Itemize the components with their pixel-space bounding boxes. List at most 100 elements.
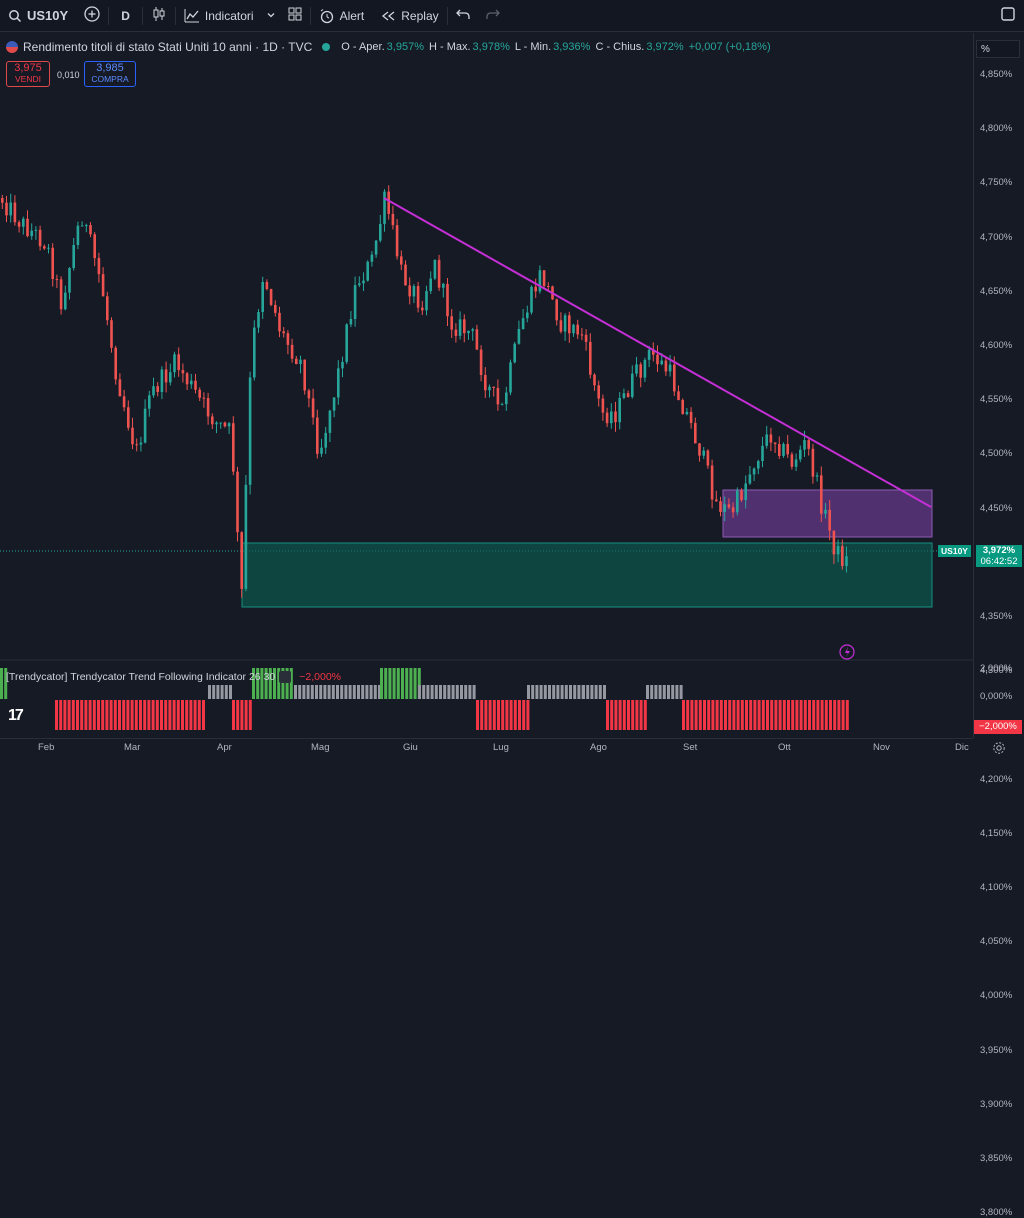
candle-body (601, 398, 605, 413)
indicator-title: [Trendycator] Trendycator Trend Followin… (6, 671, 276, 683)
indicator-legend[interactable]: [Trendycator] Trendycator Trend Followin… (6, 671, 341, 683)
chart-pane[interactable] (0, 33, 973, 738)
candle-body (769, 434, 773, 443)
time-axis[interactable]: Feb Mar Apr Mag Giu Lug Ago Set Ott Nov Dic (0, 738, 1005, 757)
candle-body (807, 440, 810, 449)
sell-button[interactable]: 3,975 VENDI (6, 61, 50, 87)
indicator-bar (164, 700, 168, 730)
candle-body (500, 404, 504, 406)
indicator-bar (139, 700, 142, 730)
support-zone (241, 542, 933, 608)
indicator-settings-icon[interactable] (279, 671, 292, 683)
scale-mode-button[interactable]: % (976, 40, 1020, 58)
symbol-search[interactable]: US10Y (0, 0, 76, 32)
indicator-bar (277, 668, 281, 699)
symbol-name: US10Y (27, 8, 69, 23)
indicators-dropdown[interactable] (262, 0, 280, 32)
low-value: 3,936% (553, 41, 591, 53)
separator (108, 6, 110, 25)
timeframe-button[interactable]: D (109, 0, 142, 32)
time-tick-label: Mag (311, 742, 330, 753)
indicator-bar (639, 700, 643, 730)
chevron-down-icon (266, 9, 276, 23)
indicator-bar (590, 685, 594, 699)
indicator-bar (155, 700, 159, 730)
time-tick-label: Feb (38, 742, 55, 753)
indicator-bar (264, 668, 268, 699)
candle-body (345, 324, 348, 362)
indicator-bar (285, 668, 289, 699)
market-status-icon (322, 43, 331, 51)
indicator-bar (88, 700, 92, 730)
candle-body (702, 450, 705, 456)
indicator-bar (745, 700, 748, 730)
candle-body (64, 292, 67, 310)
candle-body (366, 261, 369, 281)
buy-label: COMPRA (91, 74, 129, 84)
settings-gear-icon[interactable] (992, 741, 1006, 758)
candle-body (832, 530, 836, 555)
indicator-bar (586, 685, 590, 699)
price-axis[interactable]: 4,850% 4,800% 4,750% 4,700% 4,650% 4,600% 4,55… (973, 33, 1024, 1218)
candle-body (122, 396, 126, 408)
price-tick-label: 4,500% (980, 448, 1013, 460)
chart-legend: Rendimento titoli di stato Stati Uniti 1… (6, 40, 771, 54)
indicator-bar (168, 700, 172, 730)
candle-body (530, 286, 533, 313)
indicator-bar (373, 685, 377, 699)
candle-body (715, 499, 718, 502)
separator (141, 6, 143, 25)
indicator-bar (361, 685, 365, 699)
tradingview-logo[interactable]: 17 (8, 707, 24, 724)
add-symbol-button[interactable] (76, 0, 108, 32)
undo-button[interactable] (448, 0, 478, 32)
indicator-bar (181, 700, 184, 730)
indicators-label: Indicatori (204, 8, 254, 23)
candle-body (22, 218, 25, 227)
price-tick-label: 4,650% (980, 285, 1013, 297)
lightning-icon[interactable] (839, 644, 855, 660)
indicator-bar (484, 700, 488, 730)
indicator-bar (417, 668, 421, 699)
indicator-bar (464, 685, 468, 699)
price-tick-label: 4,750% (980, 177, 1013, 189)
candle-body (299, 359, 302, 364)
candle-body (429, 278, 432, 292)
candle-body (286, 333, 290, 345)
candle-body (433, 259, 437, 279)
indicator-bar (527, 685, 530, 699)
candle-body (467, 330, 470, 334)
candle-body (744, 483, 747, 501)
candle-body (156, 386, 159, 393)
indicator-bar (105, 700, 109, 730)
indicator-bar (268, 668, 272, 699)
candle-body (51, 247, 54, 280)
fullscreen-button[interactable] (992, 0, 1024, 32)
layouts-button[interactable] (280, 0, 310, 32)
candle-body (450, 316, 453, 330)
indicator-bar (703, 700, 706, 730)
indicator-bar (841, 700, 845, 730)
candle-body (261, 282, 264, 313)
indicator-bar (220, 685, 224, 699)
candle-body (337, 368, 340, 398)
indicator-bar (753, 700, 757, 730)
redo-button[interactable] (478, 0, 508, 32)
indicator-bar (357, 685, 360, 699)
indicator-bar (460, 685, 463, 699)
chart-type-button[interactable] (143, 0, 175, 32)
indicator-bar (548, 685, 551, 699)
replay-button[interactable]: Replay (372, 0, 446, 32)
indicator-bar (189, 700, 193, 730)
buy-price: 3,985 (96, 62, 124, 74)
indicator-bar (837, 700, 841, 730)
trendline[interactable] (383, 197, 932, 508)
indicator-bar (833, 700, 837, 730)
indicator-bar (229, 685, 232, 699)
candle-body (706, 450, 710, 466)
candle-body (169, 372, 172, 383)
indicator-bar (352, 685, 356, 699)
buy-button[interactable]: 3,985 COMPRA (84, 61, 136, 87)
indicators-button[interactable]: Indicatori (176, 0, 262, 32)
alert-button[interactable]: Alert (311, 0, 373, 32)
